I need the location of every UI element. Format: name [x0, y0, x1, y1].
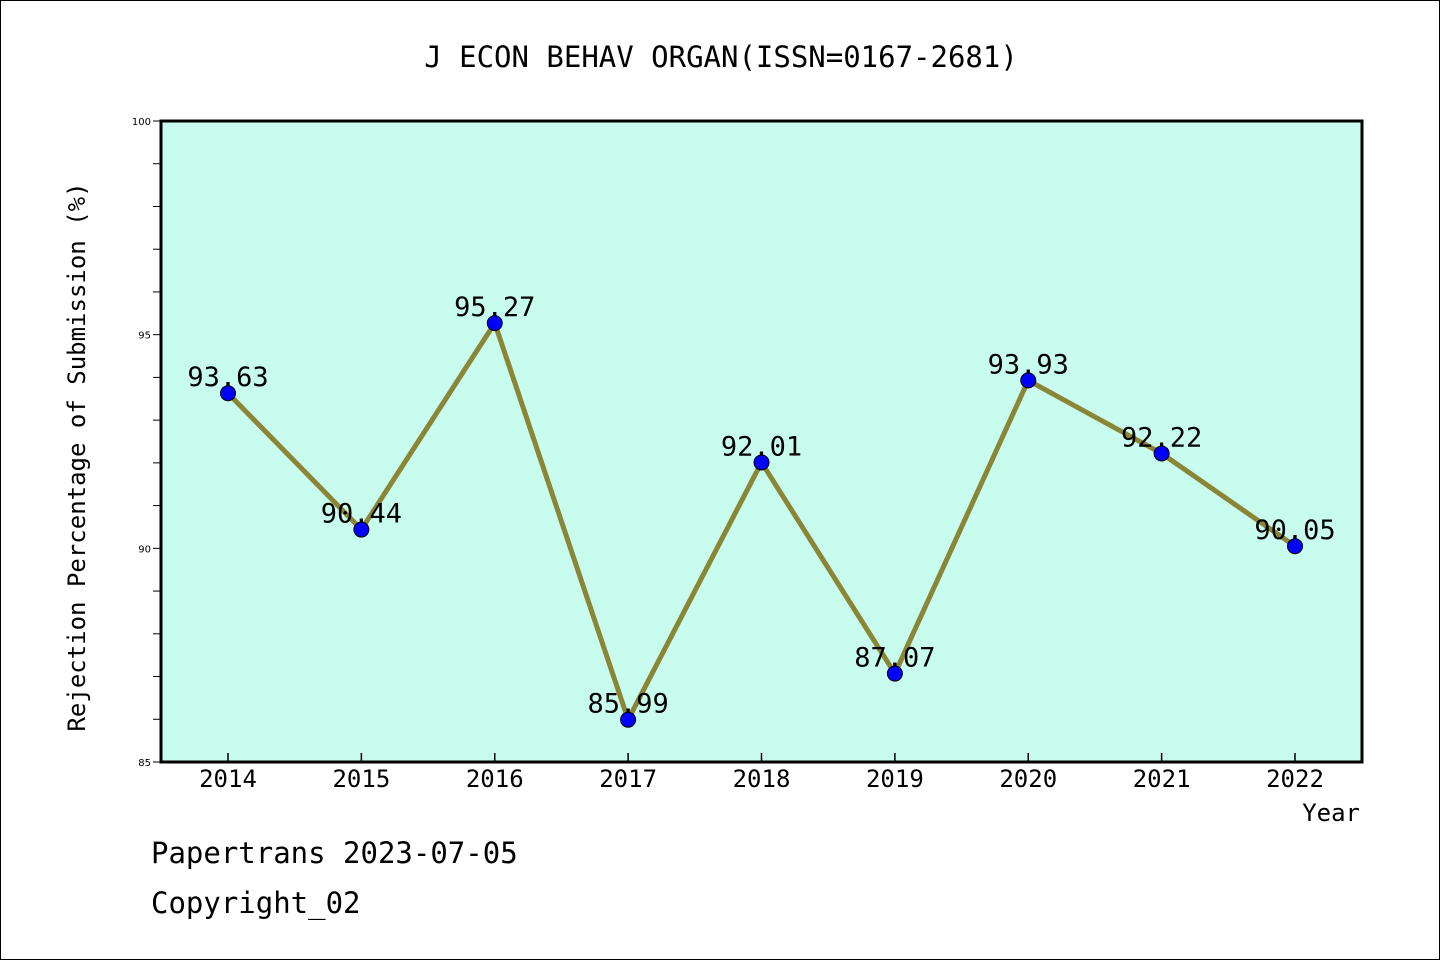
data-label: 90.44: [321, 499, 402, 530]
data-point: [620, 711, 637, 728]
series-layer: 93.63 90.44 95.27 85.99 92.01 87.07 93.93 92.22…: [187, 292, 1336, 728]
data-point: [486, 315, 503, 332]
y-axis-label: Rejection Percentage of Submission (%): [63, 182, 91, 731]
x-tick-label: 2021: [1133, 765, 1191, 793]
y-tick-label: 100: [132, 117, 151, 128]
plot-area: [159, 119, 1364, 764]
x-tick-label: 2016: [466, 765, 524, 793]
data-point: [1287, 538, 1303, 555]
data-point: [753, 454, 770, 471]
data-label: 90.05: [1254, 515, 1335, 546]
x-axis: 2014 2015 2016 2017 2018 2019 2020 2021 2022: [199, 753, 1324, 793]
data-label: 93.63: [187, 362, 268, 393]
x-tick-label: 2022: [1266, 765, 1324, 793]
x-tick-label: 2017: [599, 765, 657, 793]
x-tick-label: 2020: [999, 765, 1057, 793]
data-label: 93.93: [988, 349, 1069, 380]
data-label: 92.22: [1121, 422, 1202, 453]
y-tick-label: 90: [138, 544, 151, 555]
data-label: 87.07: [854, 643, 935, 674]
x-axis-label: Year: [1302, 799, 1360, 827]
data-point: [1153, 445, 1170, 462]
footer-date: Papertrans 2023-07-05: [151, 836, 518, 870]
y-axis: 85 90 95 100: [132, 117, 161, 769]
footer-copyright: Copyright_02: [151, 886, 361, 920]
data-point: [1020, 372, 1037, 389]
chart-title: J ECON BEHAV ORGAN(ISSN=0167-2681): [424, 40, 1018, 74]
data-label: 85.99: [587, 689, 668, 720]
data-point: [886, 665, 903, 682]
x-tick-label: 2014: [199, 765, 257, 793]
y-tick-label: 95: [138, 331, 151, 342]
data-point: [353, 521, 370, 538]
y-tick-label: 85: [138, 758, 151, 769]
data-label: 92.01: [721, 431, 802, 462]
x-tick-label: 2018: [733, 765, 791, 793]
data-point: [220, 385, 236, 402]
data-label: 95.27: [454, 292, 535, 323]
x-tick-label: 2015: [332, 765, 390, 793]
x-tick-label: 2019: [866, 765, 924, 793]
